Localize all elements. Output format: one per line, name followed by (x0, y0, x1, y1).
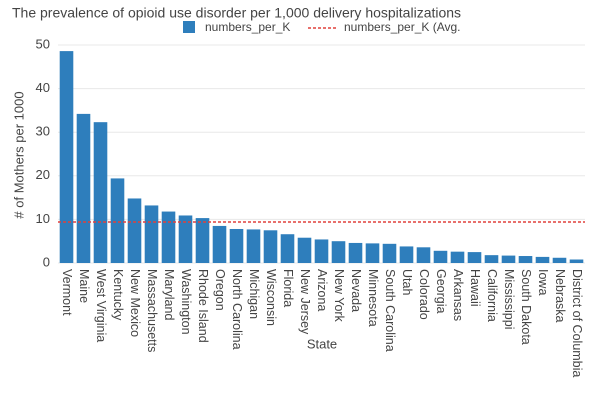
legend-label: numbers_per_K (Avg. (344, 20, 461, 34)
bar (569, 259, 584, 263)
x-tick-label: Oregon (213, 269, 227, 311)
bar (382, 243, 397, 263)
bar (161, 211, 176, 263)
y-tick-label: 20 (36, 167, 50, 182)
bar (552, 257, 567, 263)
x-tick-label: South Carolina (383, 269, 397, 352)
bar (501, 255, 516, 263)
bar (365, 243, 380, 263)
bar (450, 251, 465, 263)
x-tick-label: New Jersey (298, 269, 312, 335)
x-tick-label: Michigan (247, 269, 261, 319)
bar (195, 218, 210, 263)
x-tick-label: Colorado (417, 269, 431, 320)
bar (212, 225, 227, 263)
bar (59, 51, 74, 263)
x-tick-label: South Dakota (519, 269, 533, 345)
x-tick-label: Arizona (315, 269, 329, 311)
bar (297, 237, 312, 263)
bar (229, 228, 244, 263)
y-tick-label: 10 (36, 211, 50, 226)
bar (467, 252, 482, 263)
x-tick-label: Washington (179, 269, 193, 335)
y-axis-label: # of Mothers per 1000 (11, 91, 26, 218)
bar (110, 178, 125, 263)
bar (127, 198, 142, 263)
bar (144, 205, 159, 263)
bar (433, 250, 448, 263)
x-tick-label: New York (332, 269, 346, 323)
x-tick-label: Georgia (434, 269, 448, 314)
bar (348, 242, 363, 263)
x-tick-label: Rhode Island (196, 269, 210, 343)
bar (518, 256, 533, 263)
bar (484, 255, 499, 263)
x-tick-label: Kentucky (111, 269, 125, 321)
y-tick-label: 50 (36, 36, 50, 51)
bar (178, 215, 193, 263)
legend-label: numbers_per_K (205, 20, 290, 34)
bar (314, 239, 329, 263)
x-tick-label: Vermont (60, 269, 74, 316)
x-tick-label: Maryland (162, 269, 176, 320)
chart-title: The prevalence of opioid use disorder pe… (12, 5, 461, 21)
bar (416, 247, 431, 263)
bar (399, 246, 414, 263)
bar (280, 234, 295, 263)
y-tick-label: 0 (43, 254, 50, 269)
x-tick-label: Maine (77, 269, 91, 303)
bar (331, 241, 346, 263)
x-tick-label: Utah (400, 269, 414, 295)
x-tick-label: Nevada (349, 269, 363, 312)
bar (76, 113, 91, 263)
x-axis-label: State (307, 336, 337, 351)
x-tick-label: West Virginia (94, 269, 108, 342)
x-tick-label: Arkansas (451, 269, 465, 321)
bar (263, 230, 278, 263)
bar (93, 122, 108, 263)
x-tick-label: Wisconsin (264, 269, 278, 326)
legend-swatch (183, 21, 195, 33)
x-tick-label: California (485, 269, 499, 322)
x-tick-label: New Mexico (128, 269, 142, 337)
x-tick-label: Florida (281, 269, 295, 307)
bar (535, 256, 550, 263)
x-tick-label: Nebraska (553, 269, 567, 323)
y-tick-label: 40 (36, 80, 50, 95)
x-tick-label: Mississippi (502, 269, 516, 329)
x-tick-label: North Carolina (230, 269, 244, 350)
y-tick-label: 30 (36, 124, 50, 139)
bar (246, 229, 261, 263)
x-tick-label: Hawaii (468, 269, 482, 307)
x-tick-label: Minnesota (366, 269, 380, 327)
x-tick-label: Iowa (536, 269, 550, 295)
x-tick-label: Massachusetts (145, 269, 159, 352)
x-tick-label: District of Columbia (570, 269, 584, 377)
